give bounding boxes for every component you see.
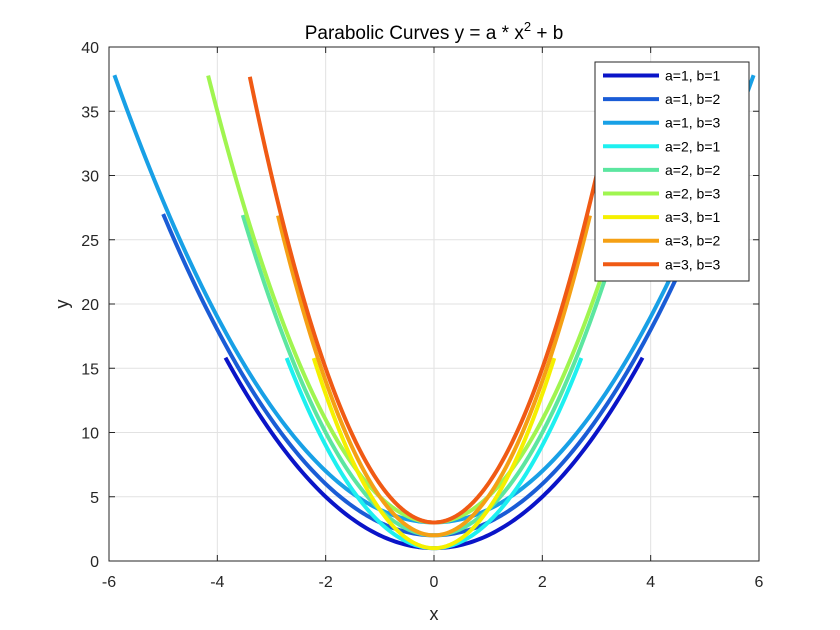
x-tick-label: -4: [210, 574, 224, 591]
x-tick-label: 0: [430, 574, 439, 591]
legend: a=1, b=1 a=1, b=2 a=1, b=3 a=2, b=1 a=2, b=2…: [594, 61, 750, 282]
y-tick-label: 15: [81, 361, 99, 378]
x-tick-label: -2: [319, 574, 333, 591]
y-axis-label: y: [52, 300, 72, 309]
legend-label-a1-b3: a=1, b=3: [665, 115, 720, 131]
chart-title-suffix: + b: [531, 23, 563, 44]
x-ticks: -6 -4 -2 0 2 4 6: [102, 47, 764, 591]
x-tick-label: 4: [646, 574, 655, 591]
x-axis-label: x: [430, 604, 439, 624]
x-tick-label: 6: [755, 574, 764, 591]
y-tick-label: 20: [81, 297, 99, 314]
legend-label-a2-b1: a=2, b=1: [665, 138, 720, 154]
legend-label-a3-b1: a=3, b=1: [665, 209, 720, 225]
series-line-a3-b2: [276, 215, 592, 538]
series-line-a3-b3: [247, 76, 621, 525]
x-tick-label: -6: [102, 574, 116, 591]
series-lines: [112, 74, 756, 551]
chart-title-superscript: 2: [524, 19, 531, 34]
legend-label-a2-b3: a=2, b=3: [665, 186, 720, 202]
y-tick-label: 5: [90, 490, 99, 507]
legend-label-a1-b1: a=1, b=1: [665, 68, 720, 84]
y-tick-label: 35: [81, 104, 99, 121]
chart-title-prefix: Parabolic Curves y = a * x: [305, 23, 525, 44]
y-gridlines: [109, 110, 759, 498]
y-tick-label: 0: [90, 554, 99, 571]
legend-label-a1-b2: a=1, b=2: [665, 91, 720, 107]
legend-label-a3-b3: a=3, b=3: [665, 256, 720, 272]
x-tick-label: 2: [538, 574, 547, 591]
legend-label-a3-b2: a=3, b=2: [665, 233, 720, 249]
y-tick-label: 40: [81, 40, 99, 57]
y-tick-label: 25: [81, 233, 99, 250]
y-tick-label: 10: [81, 426, 99, 443]
y-tick-label: 30: [81, 169, 99, 186]
series-line-a3-b1: [311, 357, 557, 551]
legend-label-a2-b2: a=2, b=2: [665, 162, 720, 178]
y-ticks: 0 5 10 15 20 25 30 35 40: [81, 40, 759, 571]
chart-title: Parabolic Curves y = a * x2 + b: [305, 19, 564, 44]
